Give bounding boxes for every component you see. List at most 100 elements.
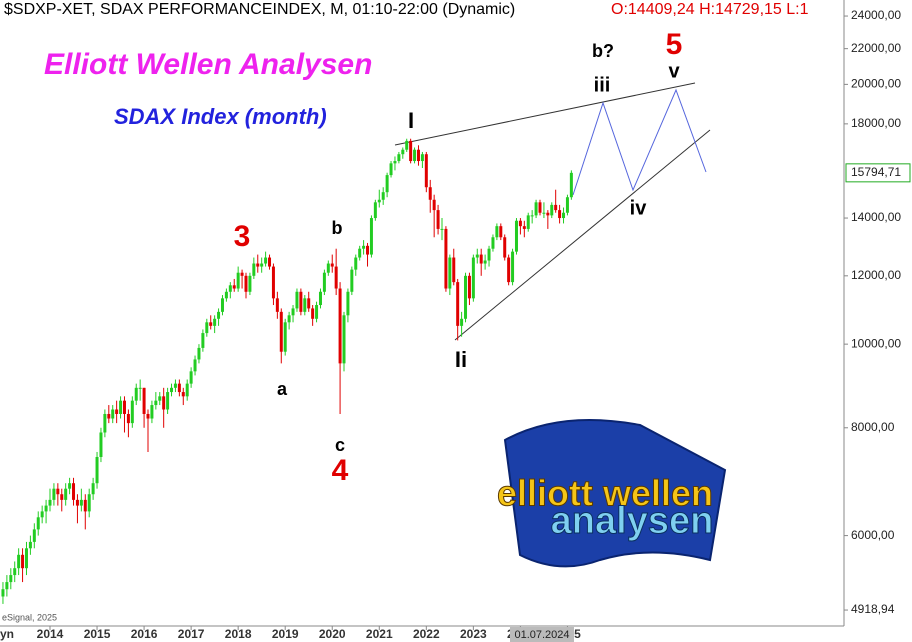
candle-body bbox=[142, 387, 146, 414]
candle-body bbox=[487, 248, 491, 261]
candle-body bbox=[268, 257, 272, 267]
y-tick-label: 14000,00 bbox=[851, 210, 901, 224]
candle-body bbox=[381, 192, 385, 200]
candle-body bbox=[377, 199, 381, 203]
candle-body bbox=[56, 488, 60, 495]
candle-body bbox=[432, 199, 436, 211]
candle-body bbox=[287, 315, 291, 323]
y-tick-label: 10000,00 bbox=[851, 336, 901, 350]
candle-body bbox=[546, 212, 550, 216]
candle-body bbox=[95, 456, 99, 484]
candle-body bbox=[483, 260, 487, 264]
candle-body bbox=[569, 172, 573, 198]
candle-body bbox=[83, 499, 87, 512]
candle-body bbox=[507, 257, 511, 283]
y-tick-label: 12000,00 bbox=[851, 268, 901, 282]
wave-label: b bbox=[332, 218, 343, 238]
chart-title: Elliott Wellen Analysen bbox=[44, 48, 372, 81]
candle-body bbox=[491, 237, 495, 249]
candle-body bbox=[79, 499, 83, 506]
candle-body bbox=[130, 400, 134, 424]
wave-label: c bbox=[335, 435, 345, 455]
candle-body bbox=[409, 140, 413, 162]
candle-body bbox=[303, 298, 307, 312]
candle-body bbox=[119, 400, 123, 414]
candle-body bbox=[334, 266, 338, 289]
candle-body bbox=[440, 228, 444, 230]
candle-body bbox=[338, 288, 342, 364]
wave-label: 5 bbox=[666, 28, 683, 61]
candle-body bbox=[64, 488, 68, 500]
logo: elliott wellen analysen bbox=[496, 419, 727, 568]
candle-body bbox=[295, 291, 299, 309]
candle-body bbox=[68, 483, 72, 489]
candle-body bbox=[111, 409, 115, 419]
x-start-label: yn bbox=[0, 627, 14, 641]
y-tick-label: 6000,00 bbox=[851, 528, 895, 542]
candle-body bbox=[205, 322, 209, 334]
candle-body bbox=[511, 251, 515, 283]
candle-body bbox=[228, 285, 232, 292]
candle-body bbox=[373, 202, 377, 219]
candle-body bbox=[526, 215, 530, 229]
candle-body bbox=[107, 413, 111, 419]
candle-body bbox=[260, 263, 264, 267]
candle-body bbox=[193, 359, 197, 372]
candle-body bbox=[518, 220, 522, 227]
candle-body bbox=[366, 245, 370, 255]
candle-body bbox=[1, 589, 5, 597]
candle-body bbox=[479, 254, 483, 264]
candle-body bbox=[393, 161, 397, 164]
candle-body bbox=[48, 499, 52, 506]
x-tick-label: 2023 bbox=[460, 627, 487, 641]
candle-body bbox=[291, 308, 295, 316]
x-tick-label: 2022 bbox=[413, 627, 440, 641]
x-tick-label: 2020 bbox=[319, 627, 346, 641]
candle-body bbox=[240, 272, 244, 276]
wave-label: iv bbox=[630, 197, 648, 219]
candle-body bbox=[209, 322, 213, 326]
candle-body bbox=[44, 505, 48, 512]
candle-body bbox=[405, 140, 409, 150]
candle-body bbox=[322, 272, 326, 292]
candle-body bbox=[24, 548, 28, 569]
candle-body bbox=[103, 413, 107, 433]
logo-text: elliott wellen bbox=[497, 473, 713, 514]
wave-label: Ii bbox=[455, 347, 467, 372]
candle-body bbox=[60, 494, 64, 500]
last-price-label: 15794,71 bbox=[851, 165, 901, 179]
candle-body bbox=[17, 554, 21, 569]
candle-body bbox=[181, 392, 185, 397]
wave-label: b? bbox=[592, 41, 614, 61]
candle-body bbox=[416, 149, 420, 162]
y-tick-label: 8000,00 bbox=[851, 420, 895, 434]
candle-body bbox=[424, 154, 428, 188]
candle-body bbox=[456, 282, 460, 326]
candle-body bbox=[115, 409, 119, 414]
candle-body bbox=[550, 204, 554, 216]
candle-body bbox=[397, 154, 401, 162]
candle-body bbox=[558, 210, 562, 219]
trendline-lower bbox=[454, 129, 711, 341]
y-tick-label: 24000,00 bbox=[851, 8, 901, 22]
candle-body bbox=[346, 291, 350, 316]
candle-body bbox=[471, 257, 475, 299]
candle-body bbox=[279, 311, 283, 352]
candle-body bbox=[271, 266, 275, 299]
candle-body bbox=[452, 257, 456, 283]
candle-body bbox=[264, 257, 268, 264]
candle-body bbox=[475, 254, 479, 258]
candle-body bbox=[330, 263, 334, 267]
candle-body bbox=[28, 541, 32, 549]
candle-body bbox=[189, 371, 193, 384]
candle-body bbox=[158, 396, 162, 401]
x-tick-label: 2017 bbox=[178, 627, 205, 641]
candle-body bbox=[162, 396, 166, 410]
logo-flag bbox=[503, 419, 727, 568]
candle-body bbox=[99, 432, 103, 457]
candle-body bbox=[36, 517, 40, 530]
candle-body bbox=[428, 187, 432, 200]
x-tick-label: 2021 bbox=[366, 627, 393, 641]
candle-body bbox=[185, 383, 189, 397]
